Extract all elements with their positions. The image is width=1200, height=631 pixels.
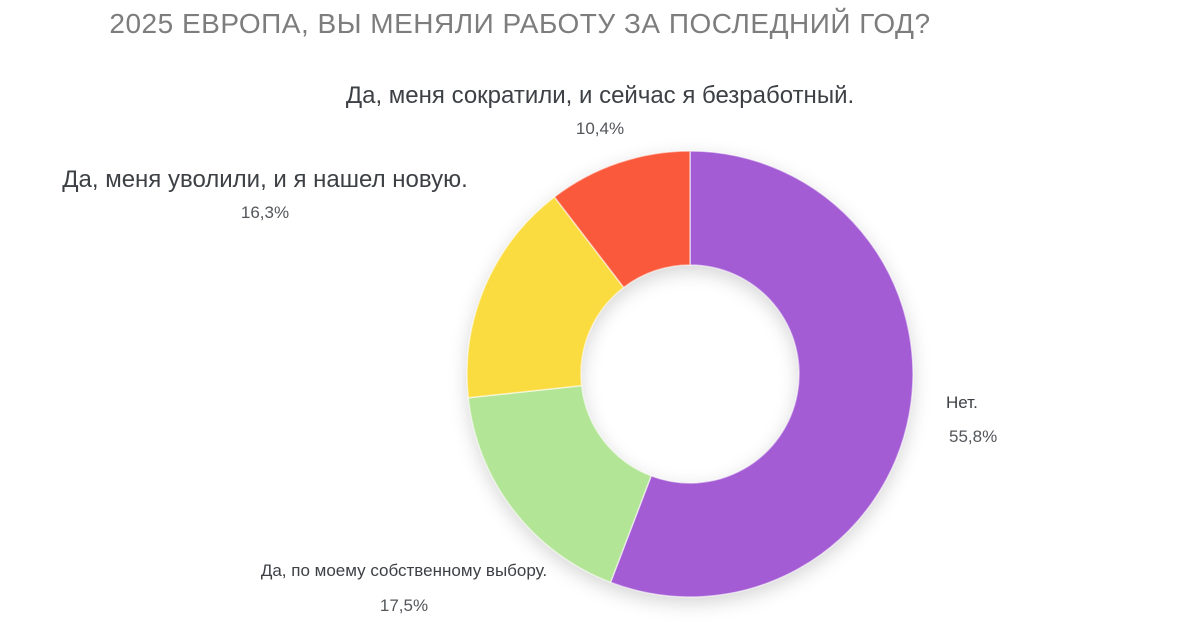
slice-laid-off-unemployed xyxy=(553,150,691,289)
slice-fired-found-new xyxy=(466,195,625,399)
slice-label-fired-found-new: Да, меня уволили, и я нашел новую. 16,3% xyxy=(35,166,495,223)
slice-label-text: Да, меня сократили, и сейчас я безработн… xyxy=(345,82,855,109)
slice-percent-value: 55,8% xyxy=(949,427,998,446)
slice-label-text: Да, меня уволили, и я нашел новую. xyxy=(62,166,468,193)
slice-percent-value: 10,4% xyxy=(575,119,625,138)
slice-label-no: Нет. 55,8% xyxy=(946,393,997,447)
chart-title: 2025 ЕВРОПА, ВЫ МЕНЯЛИ РАБОТУ ЗА ПОСЛЕДН… xyxy=(109,8,931,39)
slice-label-own-choice: Да, по моему собственному выбору. 17,5% xyxy=(204,560,604,616)
slice-label-text: Да, по моему собственному выбору. xyxy=(260,561,548,580)
slice-label-text: Нет. xyxy=(946,393,978,412)
slice-label-laid-off-unemployed: Да, меня сократили, и сейчас я безработн… xyxy=(250,82,950,139)
slice-no xyxy=(609,150,914,598)
slice-percent-value: 17,5% xyxy=(379,596,429,615)
slice-percent-value: 16,3% xyxy=(240,203,290,222)
donut-slices xyxy=(466,150,914,598)
slice-own-choice xyxy=(467,384,653,584)
